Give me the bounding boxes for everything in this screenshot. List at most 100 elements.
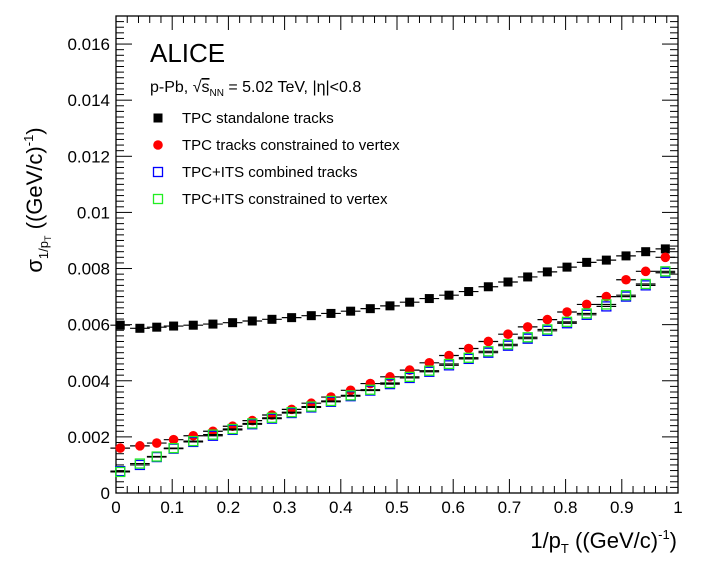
legend: TPC standalone tracks TPC tracks constrai… xyxy=(152,110,400,208)
data-point xyxy=(581,308,592,319)
data-point xyxy=(365,304,375,314)
data-point xyxy=(169,321,179,331)
data-point xyxy=(542,314,553,325)
data-point xyxy=(464,287,474,297)
legend-label: TPC+ITS combined tracks xyxy=(182,164,357,181)
data-point xyxy=(287,313,297,323)
data-point xyxy=(152,322,162,332)
data-point xyxy=(135,323,145,333)
x-tick-label: 0.9 xyxy=(610,498,634,517)
data-point xyxy=(134,458,146,469)
series-1 xyxy=(110,244,676,333)
data-point xyxy=(326,308,336,318)
data-point xyxy=(135,441,145,451)
legend-label: TPC standalone tracks xyxy=(182,110,334,127)
data-point xyxy=(115,320,125,330)
y-tick-label: 0.012 xyxy=(67,147,110,166)
data-point xyxy=(562,307,572,317)
data-point xyxy=(247,316,257,326)
y-tick-label: 0.002 xyxy=(67,428,110,447)
y-axis-ticks: 0 0.002 0.004 0.006 0.008 0.01 0.012 0.014 0.016 xyxy=(67,15,678,503)
series-2 xyxy=(110,252,676,453)
data-point xyxy=(601,291,612,302)
y-tick-label: 0.01 xyxy=(77,203,110,222)
y-tick-label: 0 xyxy=(101,484,110,503)
data-point xyxy=(542,324,553,335)
x-tick-label: 0.4 xyxy=(329,498,353,517)
legend-marker xyxy=(153,140,163,150)
data-point xyxy=(325,395,337,407)
data-point xyxy=(227,423,238,435)
data-point xyxy=(365,378,376,389)
data-point xyxy=(503,329,513,339)
data-point xyxy=(523,272,533,282)
data-point xyxy=(306,311,316,321)
legend-label: TPC tracks constrained to vertex xyxy=(182,137,400,154)
legend-marker xyxy=(152,166,164,178)
data-point xyxy=(168,442,179,454)
data-point xyxy=(345,390,356,401)
y-axis-title: σ1/pT ((GeV/c)-1) xyxy=(21,127,53,272)
collaboration-label: ALICE xyxy=(150,38,225,68)
y-tick-label: 0.006 xyxy=(67,316,110,335)
sqrt-s: s xyxy=(201,79,209,96)
x-tick-label: 0.6 xyxy=(441,498,465,517)
data-point xyxy=(208,319,218,329)
x-tick-label: 0.5 xyxy=(385,498,409,517)
data-point xyxy=(640,266,651,277)
data-point xyxy=(621,274,631,285)
data-point xyxy=(522,322,533,332)
data-point xyxy=(463,343,474,354)
data-point xyxy=(621,251,631,261)
x-tick-label: 0.7 xyxy=(498,498,522,517)
system-label: p-Pb, √sNN = 5.02 TeV, |η|<0.8 xyxy=(150,79,361,99)
data-point xyxy=(115,443,126,453)
data-point xyxy=(542,267,552,277)
y-tick-label: 0.016 xyxy=(67,35,110,54)
data-point xyxy=(562,262,572,272)
x-axis-title: 1/pT ((GeV/c)-1) xyxy=(530,527,677,556)
y-tick-label: 0.004 xyxy=(67,372,110,391)
x-tick-label: 0.8 xyxy=(554,498,578,517)
series-3 xyxy=(110,267,676,477)
data-point xyxy=(483,282,493,292)
data-point xyxy=(444,350,454,361)
data-point xyxy=(502,339,514,350)
data-point xyxy=(188,430,199,441)
data-point xyxy=(620,290,632,301)
x-tick-label: 0.1 xyxy=(160,498,184,517)
x-axis-ticks: 0 0.1 0.2 0.3 0.4 0.5 0.6 0.7 0.8 0.9 1 xyxy=(111,16,683,517)
data-point xyxy=(640,278,651,290)
data-point xyxy=(404,371,415,382)
data-point xyxy=(207,429,219,440)
data-marks xyxy=(110,244,676,478)
data-point xyxy=(247,418,258,429)
data-point xyxy=(424,294,434,304)
data-point xyxy=(266,412,278,423)
data-point xyxy=(168,434,179,445)
data-point xyxy=(424,365,435,376)
data-point xyxy=(581,299,592,310)
data-point xyxy=(601,255,611,265)
data-point xyxy=(346,306,356,316)
x-tick-label: 0.2 xyxy=(217,498,241,517)
data-point xyxy=(503,277,513,287)
data-point xyxy=(228,318,238,328)
data-point xyxy=(601,299,612,310)
x-tick-label: 0 xyxy=(111,498,120,517)
legend-marker xyxy=(152,193,164,205)
data-point xyxy=(660,266,671,277)
data-point xyxy=(660,252,671,263)
data-point xyxy=(463,352,474,363)
data-point xyxy=(151,451,162,462)
data-point xyxy=(384,377,396,389)
data-point xyxy=(365,384,376,395)
data-point xyxy=(286,407,297,418)
legend-marker xyxy=(153,113,163,123)
legend-label: TPC+ITS constrained to vertex xyxy=(182,191,388,208)
data-point xyxy=(641,247,651,257)
y-tick-label: 0.008 xyxy=(67,260,110,279)
series-4 xyxy=(110,266,676,478)
x-tick-label: 0.3 xyxy=(273,498,297,517)
